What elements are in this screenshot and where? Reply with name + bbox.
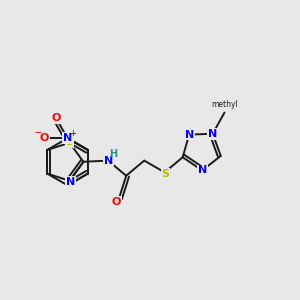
Text: N: N xyxy=(66,177,75,187)
Text: S: S xyxy=(66,137,74,147)
Text: −: − xyxy=(34,128,42,138)
Text: N: N xyxy=(198,165,207,176)
Text: S: S xyxy=(162,169,170,179)
Text: O: O xyxy=(39,133,49,143)
Text: N: N xyxy=(103,156,113,166)
Text: H: H xyxy=(109,149,117,159)
Text: N: N xyxy=(184,130,194,140)
Text: N: N xyxy=(208,129,217,139)
Text: methyl: methyl xyxy=(211,100,238,109)
Text: O: O xyxy=(51,113,61,123)
Text: +: + xyxy=(69,129,76,138)
Text: O: O xyxy=(112,197,121,207)
Text: N: N xyxy=(63,133,72,143)
